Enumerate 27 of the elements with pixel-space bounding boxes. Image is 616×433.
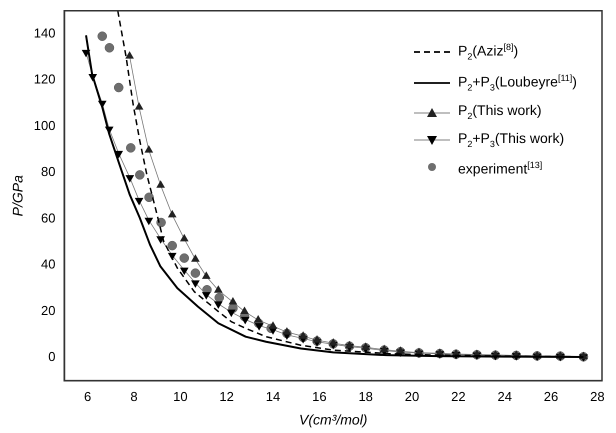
- y-tick-label: 100: [34, 118, 56, 133]
- x-tick-label: 14: [266, 388, 280, 404]
- y-axis-title: P/GPa: [9, 174, 26, 216]
- legend-label: P$_{2}$+P$_{3}$(This work): [458, 128, 564, 150]
- legend-label: P$_{2}$+P$_{3}$(Loubeyre$^{[11]}$): [458, 72, 577, 95]
- y-tick-label: 40: [41, 256, 56, 272]
- x-tick-label: 16: [312, 388, 327, 404]
- x-tick-label: 6: [84, 388, 92, 404]
- y-tick-label: 140: [34, 25, 56, 40]
- x-tick-label: 26: [544, 388, 558, 404]
- legend-label: experiment$^{[13]}$: [458, 159, 542, 179]
- y-tick-label: 0: [48, 349, 56, 364]
- y-tick-label: 120: [34, 72, 56, 87]
- y-tick-label: 20: [41, 302, 56, 318]
- x-tick-label: 20: [404, 388, 420, 404]
- x-tick-label: 18: [358, 388, 373, 404]
- x-tick-label: 8: [130, 388, 138, 404]
- y-tick-label: 60: [41, 210, 56, 226]
- x-tick-label: 24: [497, 388, 512, 404]
- y-tick-label: 80: [41, 164, 56, 180]
- legend-label: P$_{2}$(This work): [458, 100, 542, 122]
- x-tick-label: 12: [219, 388, 234, 404]
- x-tick-label: 22: [451, 388, 466, 404]
- x-axis-title: V(cm³/mol): [299, 411, 368, 428]
- legend-label: P$_{2}$(Aziz$^{[8]}$): [458, 40, 518, 64]
- x-tick-label: 10: [173, 388, 188, 404]
- x-tick-label: 28: [590, 388, 605, 404]
